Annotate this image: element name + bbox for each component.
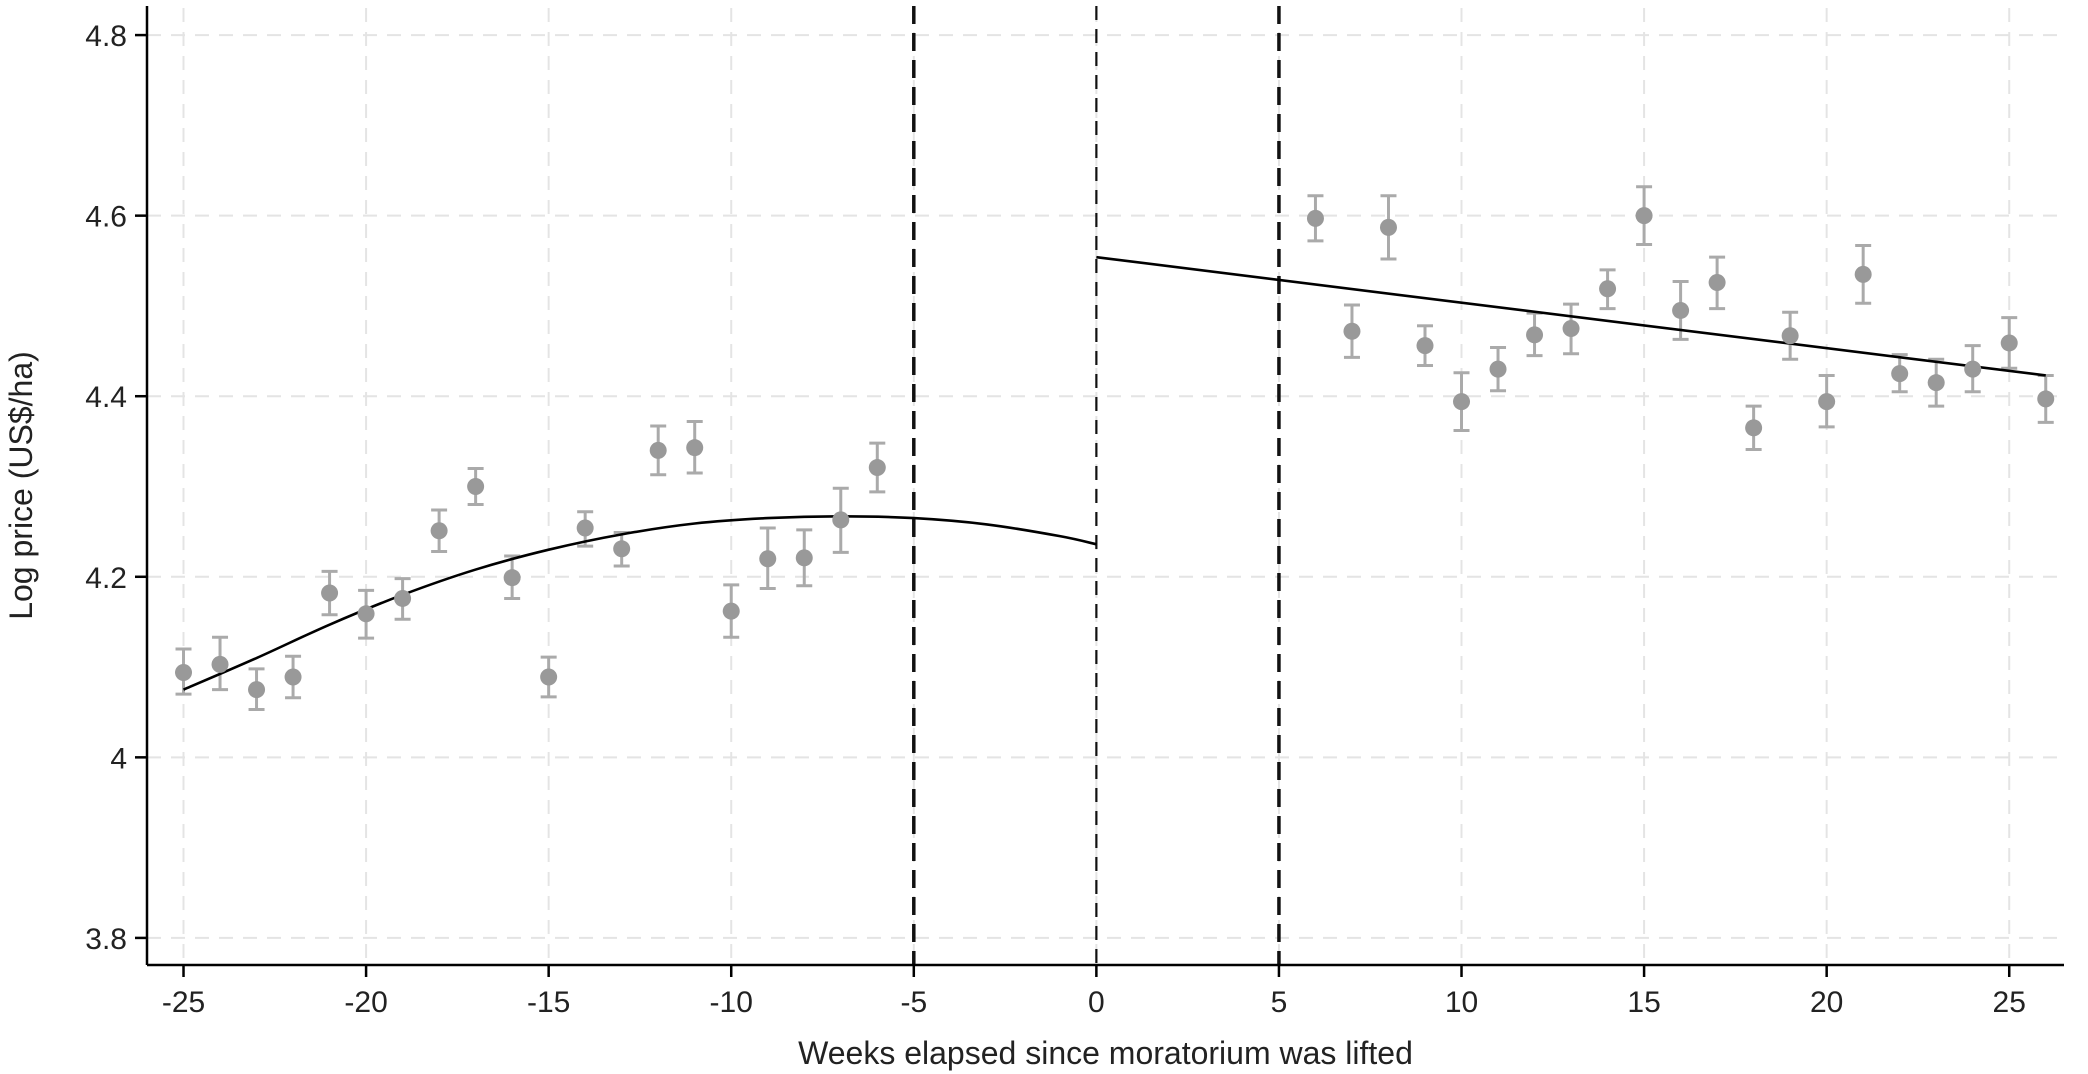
x-tick-label: 10 bbox=[1445, 986, 1478, 1019]
x-axis-title: Weeks elapsed since moratorium was lifte… bbox=[798, 1035, 1413, 1071]
y-tick-label: 3.8 bbox=[85, 923, 127, 956]
vertical-reference-lines bbox=[912, 6, 1281, 965]
data-point bbox=[175, 663, 193, 681]
y-tick-label: 4.6 bbox=[85, 201, 127, 234]
data-point bbox=[1343, 322, 1361, 340]
grid-lines bbox=[147, 8, 2064, 965]
data-point bbox=[1599, 280, 1617, 298]
data-point bbox=[795, 549, 813, 567]
x-tick-label: -25 bbox=[162, 986, 205, 1019]
x-tick-label: -10 bbox=[710, 986, 753, 1019]
data-point bbox=[1854, 265, 1872, 283]
data-point bbox=[540, 668, 558, 686]
data-point bbox=[2000, 334, 2018, 352]
y-tick-label: 4.4 bbox=[85, 381, 127, 414]
data-point bbox=[832, 511, 850, 529]
data-point bbox=[868, 459, 886, 477]
data-point bbox=[1562, 320, 1580, 338]
x-tick-label: -20 bbox=[344, 986, 387, 1019]
data-point bbox=[686, 439, 704, 457]
data-point bbox=[394, 589, 412, 607]
data-point bbox=[1964, 360, 1982, 378]
x-tick-label: 0 bbox=[1088, 986, 1105, 1019]
data-point bbox=[430, 522, 448, 540]
data-point bbox=[503, 569, 521, 587]
y-tick-label: 4.2 bbox=[85, 562, 127, 595]
fit-lines bbox=[182, 255, 2046, 691]
data-point bbox=[321, 584, 339, 602]
data-point bbox=[248, 681, 266, 699]
fit-line-fit-before bbox=[182, 514, 1097, 691]
error-bars bbox=[175, 185, 2054, 711]
data-point bbox=[649, 441, 667, 459]
data-point bbox=[1379, 218, 1397, 236]
data-point bbox=[284, 668, 302, 686]
y-tick-label: 4 bbox=[110, 742, 127, 775]
data-point bbox=[1927, 374, 1945, 392]
data-point bbox=[613, 540, 631, 558]
x-tick-label: 5 bbox=[1271, 986, 1288, 1019]
x-tick-label: 15 bbox=[1627, 986, 1660, 1019]
data-point bbox=[759, 550, 777, 568]
data-point bbox=[1745, 419, 1763, 437]
data-point bbox=[1489, 360, 1507, 378]
data-point bbox=[1306, 209, 1324, 227]
tick-labels: -25 -20 -15 -10 -5 0 5 10 15 20 25 3.8 4 4.2 4.4 4.6 4.8 bbox=[85, 20, 2026, 1019]
data-point bbox=[211, 655, 229, 673]
data-point bbox=[1818, 393, 1836, 411]
data-point bbox=[1781, 327, 1799, 345]
data-point bbox=[576, 519, 594, 537]
data-point bbox=[1635, 207, 1653, 225]
data-point bbox=[467, 478, 485, 495]
data-point bbox=[1416, 337, 1434, 355]
y-tick-label: 4.8 bbox=[85, 20, 127, 53]
x-tick-label: -15 bbox=[527, 986, 570, 1019]
data-point bbox=[357, 605, 375, 623]
y-axis-title: Log price (US$/ha) bbox=[3, 351, 39, 620]
data-point bbox=[722, 602, 740, 620]
x-tick-label: 20 bbox=[1810, 986, 1843, 1019]
data-points bbox=[175, 207, 2055, 699]
data-point bbox=[1453, 393, 1471, 411]
data-point bbox=[1672, 301, 1690, 319]
data-point bbox=[1708, 273, 1726, 291]
data-point bbox=[1526, 326, 1544, 344]
data-point bbox=[1891, 365, 1909, 383]
x-tick-label: 25 bbox=[1993, 986, 2026, 1019]
axes bbox=[135, 6, 2064, 977]
fit-line-fit-after bbox=[1096, 255, 2046, 377]
data-point bbox=[2037, 390, 2055, 408]
x-tick-label: -5 bbox=[900, 986, 927, 1019]
